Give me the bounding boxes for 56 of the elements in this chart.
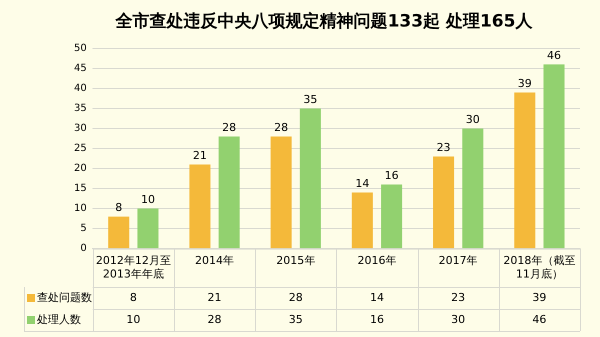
legend-label: 处理人数 — [37, 312, 81, 326]
x-tick-label: 2012年12月至2013年年底 — [96, 254, 171, 280]
y-tick-label: 5 — [80, 223, 87, 234]
data-label: 28 — [222, 120, 236, 134]
x-tick-label: 2017年 — [438, 254, 478, 268]
y-tick-label: 45 — [74, 63, 87, 74]
bar — [462, 128, 484, 248]
data-label: 14 — [355, 176, 370, 190]
text: 16 — [370, 312, 384, 326]
data-label: 8 — [115, 200, 122, 214]
text: 10 — [126, 312, 140, 326]
y-tick-label: 10 — [74, 203, 87, 214]
x-tick-label: 2016年 — [357, 254, 396, 268]
x-tick-label: 2014年 — [195, 254, 234, 268]
bar — [108, 216, 130, 248]
bar — [189, 164, 210, 248]
x-tick-label: 2018年（截至11月底） — [503, 254, 576, 280]
text: 8 — [130, 290, 137, 304]
y-tick-label: 40 — [74, 83, 87, 94]
text: 28 — [288, 290, 303, 304]
text: 14 — [370, 290, 384, 304]
bar — [137, 208, 158, 248]
text: 21 — [208, 290, 222, 304]
data-label: 28 — [274, 120, 288, 134]
bar — [514, 92, 536, 248]
data-label: 16 — [384, 168, 399, 182]
chart-title: 全市查处违反中央八项规定精神问题133起 处理165人 — [114, 12, 534, 32]
data-label: 39 — [518, 76, 532, 90]
text: 30 — [451, 312, 466, 326]
y-tick-label: 15 — [74, 183, 87, 194]
data-label: 23 — [436, 140, 451, 154]
bar — [543, 64, 565, 248]
data-label: 10 — [140, 192, 155, 206]
bar — [300, 108, 321, 248]
bar — [352, 192, 373, 248]
y-tick-label: 20 — [74, 163, 87, 174]
x-tick-label: 2015年 — [276, 254, 316, 268]
y-tick-label: 25 — [74, 143, 87, 154]
y-tick-label: 35 — [74, 103, 87, 114]
text: 23 — [451, 290, 466, 304]
y-tick-label: 0 — [80, 243, 87, 254]
legend-label: 查处问题数 — [37, 290, 92, 304]
text: 46 — [532, 312, 546, 326]
y-tick-label: 30 — [74, 123, 87, 134]
bar — [381, 184, 402, 248]
text: 28 — [208, 312, 222, 326]
text: 39 — [532, 290, 546, 304]
data-label: 46 — [547, 48, 562, 62]
data-label: 21 — [192, 148, 207, 162]
y-tick-label: 50 — [74, 42, 87, 54]
bar — [433, 156, 454, 248]
bar — [218, 136, 240, 248]
data-label: 30 — [466, 112, 480, 126]
bar — [270, 136, 292, 248]
data-label: 35 — [303, 92, 318, 106]
text: 35 — [288, 312, 303, 326]
